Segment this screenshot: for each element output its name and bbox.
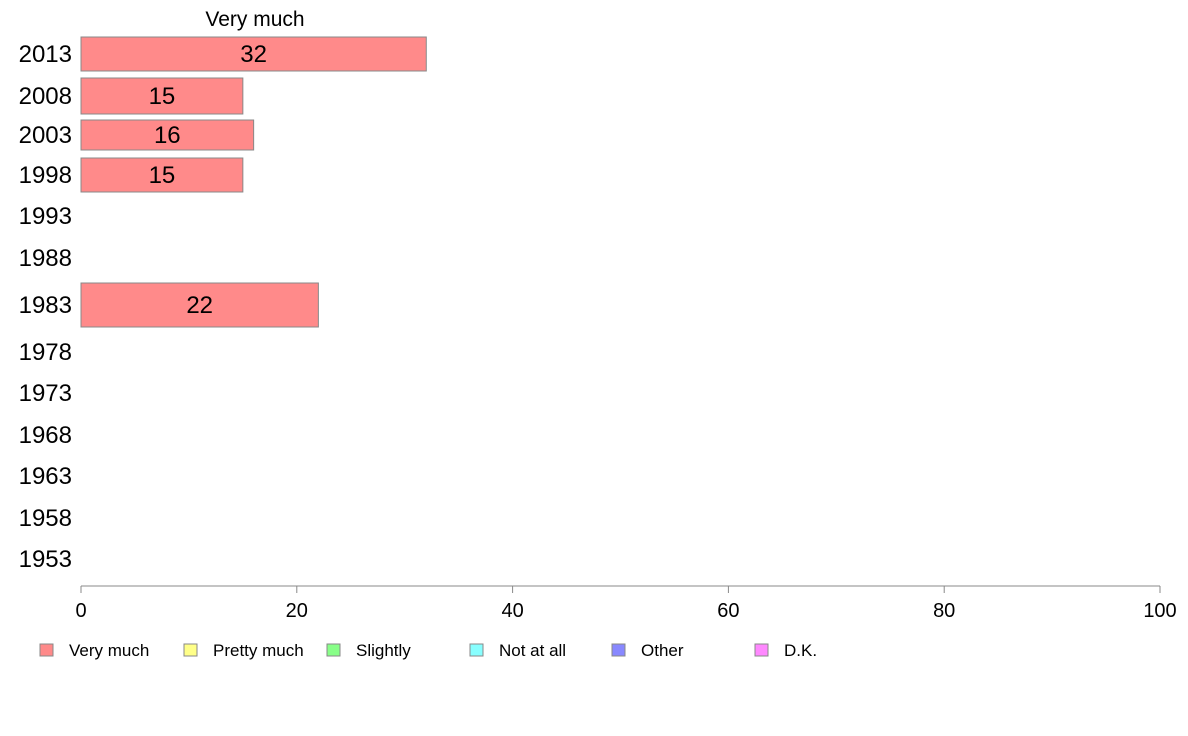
bars-group: 32 15 16 15 22	[80, 36, 427, 328]
category-label: 1973	[19, 380, 72, 407]
category-label: 1953	[19, 546, 72, 573]
legend-label: Very much	[69, 641, 149, 660]
category-label: 1963	[19, 463, 72, 490]
category-label: 1998	[19, 162, 72, 189]
legend-swatch	[326, 643, 341, 657]
bar-data-label: 16	[154, 122, 181, 149]
x-axis: 0 20 40 60 80 100	[75, 585, 1177, 622]
category-label: 2003	[19, 122, 72, 149]
x-tick-label: 100	[1143, 600, 1176, 622]
category-label: 1983	[19, 292, 72, 319]
legend-swatch	[611, 643, 626, 657]
category-label: 1978	[19, 339, 72, 366]
bar-data-label: 15	[149, 162, 176, 189]
bar	[80, 119, 255, 151]
x-tick-label: 80	[933, 600, 955, 622]
legend: Very much Pretty much Slightly Not at all Ot…	[39, 641, 817, 660]
legend-swatch	[183, 643, 198, 657]
bar	[80, 36, 427, 72]
legend-swatch	[39, 643, 54, 657]
legend-swatch	[754, 643, 769, 657]
bar	[80, 77, 244, 115]
x-tick-label: 60	[717, 600, 739, 622]
legend-label: Slightly	[356, 641, 411, 660]
category-label: 1958	[19, 505, 72, 532]
category-label: 1968	[19, 422, 72, 449]
series-header: Very much	[205, 8, 304, 31]
bar-data-label: 15	[149, 83, 176, 110]
category-label: 1988	[19, 245, 72, 272]
bar-data-label: 32	[240, 41, 267, 68]
x-tick-label: 40	[501, 600, 523, 622]
category-labels: 2013 2008 2003 1998 1993 1988 1983 1978 1973 1968…	[19, 41, 72, 573]
category-label: 2008	[19, 83, 72, 110]
category-label: 1993	[19, 203, 72, 230]
legend-label: D.K.	[784, 641, 817, 660]
bar-data-label: 22	[186, 292, 213, 319]
legend-label: Other	[641, 641, 684, 660]
legend-label: Not at all	[499, 641, 566, 660]
x-tick-label: 0	[75, 600, 86, 622]
bar	[80, 282, 319, 328]
category-label: 2013	[19, 41, 72, 68]
bar	[80, 157, 244, 193]
legend-swatch	[469, 643, 484, 657]
legend-label: Pretty much	[213, 641, 304, 660]
x-tick-label: 20	[286, 600, 308, 622]
